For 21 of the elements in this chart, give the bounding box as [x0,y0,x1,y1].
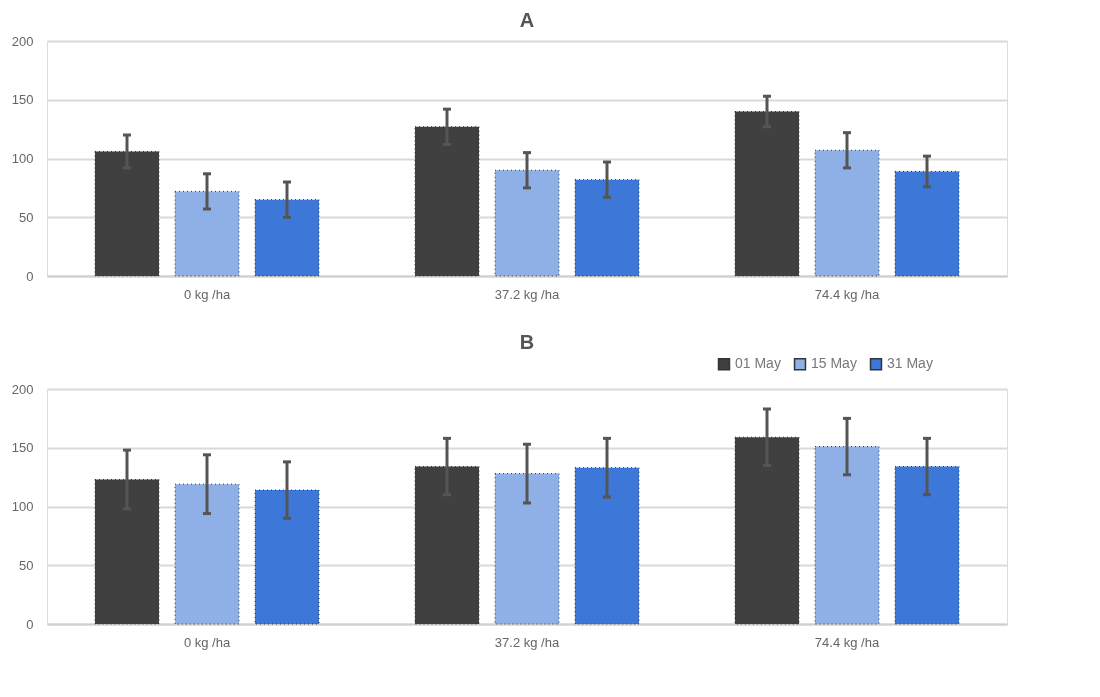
legend-label: 31 May [887,355,933,372]
y-tick-label: 100 [11,151,34,166]
y-tick-label: 150 [11,92,34,108]
x-tick-label: 37.2 kg /ha [494,286,560,302]
x-tick-label: 74.4 kg /ha [814,634,880,650]
x-tick-label: 74.4 kg /ha [814,286,880,302]
y-tick-label: 100 [11,499,34,514]
legend-label: 15 May [811,355,857,372]
y-tick-label: 50 [19,209,34,225]
x-tick-label: 0 kg /ha [183,286,231,302]
y-tick-label: 200 [11,381,34,397]
chart-title: A [519,9,535,31]
y-tick-label: 200 [11,33,34,49]
chart-title: B [519,331,535,353]
x-tick-label: 0 kg /ha [183,634,231,650]
y-tick-label: 0 [26,268,34,284]
y-tick-label: 0 [26,616,34,632]
legend-label: 01 May [735,355,781,372]
y-tick-label: 50 [19,557,34,573]
x-tick-label: 37.2 kg /ha [494,634,560,650]
y-tick-label: 150 [11,440,34,456]
